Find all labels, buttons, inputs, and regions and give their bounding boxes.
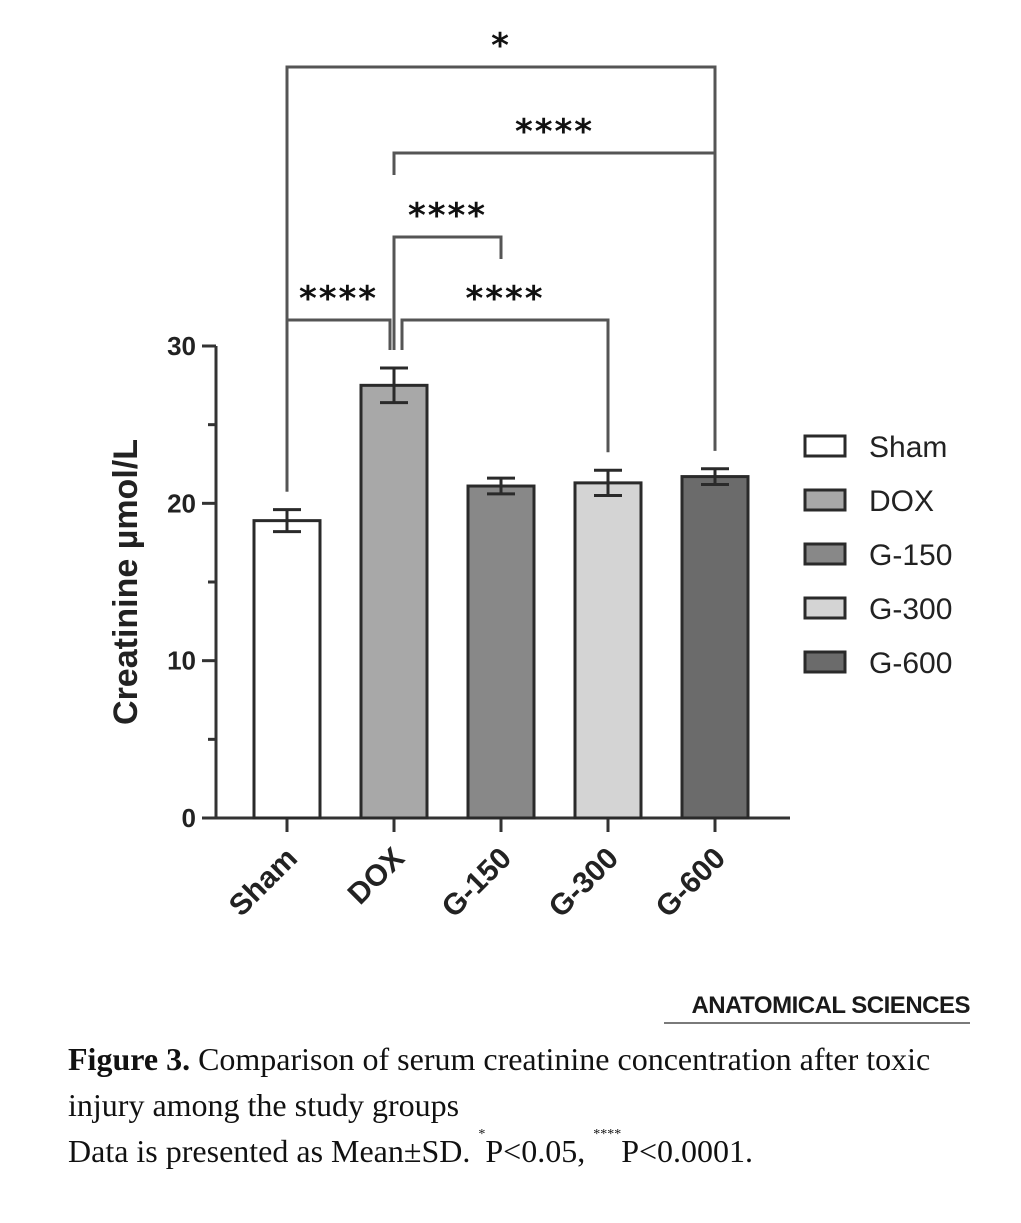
sig-label: ****	[408, 196, 487, 236]
sig-bracket	[285, 65, 717, 492]
legend-swatch-g-150	[803, 542, 847, 566]
caption-star-4: ****	[593, 1127, 622, 1142]
legend-swatch-g-600	[803, 650, 847, 674]
bar-dox	[359, 383, 429, 820]
caption-line-1: Figure 3. Comparison of serum creatinine…	[68, 1036, 980, 1128]
legend-label: G-150	[869, 539, 952, 572]
caption-star-1: *	[478, 1127, 486, 1142]
x-tick-label: Sham	[223, 842, 304, 923]
sig-label: ****	[515, 112, 594, 152]
significance-brackets: **** *************	[285, 26, 717, 492]
legend-label: G-600	[869, 647, 952, 680]
sig-bracket	[392, 235, 503, 351]
legend-label: G-300	[869, 593, 952, 626]
x-tick-label: G-600	[650, 842, 732, 924]
sig-label: ****	[465, 279, 544, 319]
caption-text: Comparison of serum creatinine concentra…	[68, 1041, 931, 1123]
caption-line-2: Data is presented as Mean±SD. *P<0.05, *…	[68, 1128, 980, 1174]
legend-swatch-g-300	[803, 596, 847, 620]
x-tick-label: G-300	[543, 842, 625, 924]
y-tick-label: 30	[167, 331, 196, 361]
bar-g-150	[466, 484, 536, 820]
y-tick-label: 10	[167, 646, 196, 676]
bar-g-600	[680, 475, 750, 820]
bar-g-300	[573, 481, 643, 820]
sig-label: ****	[299, 279, 378, 319]
legend: Sham DOX G-150 G-300 G-600	[803, 431, 952, 680]
caption-p-1: P<0.05,	[485, 1133, 594, 1169]
figure-caption: Figure 3. Comparison of serum creatinine…	[68, 1036, 980, 1174]
legend-label: Sham	[869, 431, 947, 464]
sig-bracket	[400, 318, 610, 453]
legend-swatch-dox	[803, 488, 847, 512]
sig-label: *	[491, 26, 511, 66]
figure-label: Figure 3.	[68, 1041, 191, 1077]
y-tick-label: 0	[182, 803, 196, 833]
x-tick-label: DOX	[342, 842, 411, 911]
y-tick-label: 20	[167, 488, 196, 518]
legend-swatch-sham	[803, 434, 847, 458]
x-tick-label: G-150	[436, 842, 518, 924]
bars	[252, 366, 750, 820]
bar-sham	[252, 519, 322, 820]
caption-p-4: P<0.0001.	[621, 1133, 754, 1169]
caption-stats-prefix: Data is presented as Mean±SD.	[68, 1133, 479, 1169]
journal-brand: ANATOMICAL SCIENCES	[664, 992, 971, 1024]
bar-chart: 0 10 20 30 Creatinine µmol/L Sham DOX G-150 G-30…	[107, 26, 952, 924]
legend-label: DOX	[869, 485, 934, 518]
y-axis-label: Creatinine µmol/L	[107, 439, 145, 725]
